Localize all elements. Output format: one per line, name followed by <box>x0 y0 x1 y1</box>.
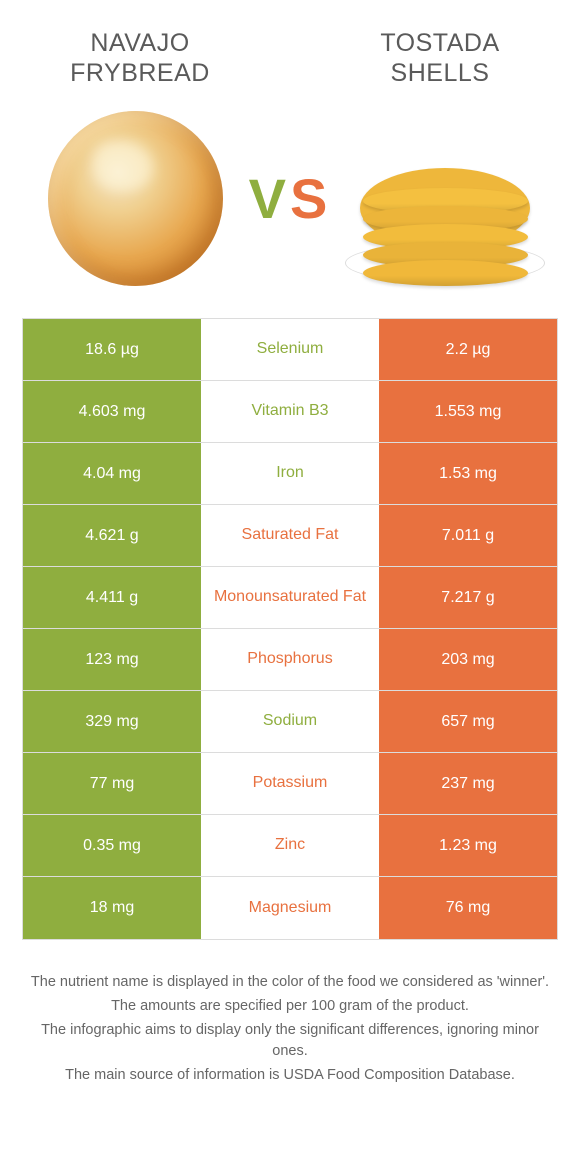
right-food-image <box>355 108 535 288</box>
nutrient-name: Vitamin B3 <box>201 381 379 442</box>
left-value: 77 mg <box>23 753 201 814</box>
right-value: 2.2 µg <box>379 319 557 380</box>
right-value: 1.23 mg <box>379 815 557 876</box>
left-value: 4.621 g <box>23 505 201 566</box>
vs-v: V <box>249 167 290 230</box>
footer-notes: The nutrient name is displayed in the co… <box>0 940 580 1087</box>
table-row: 4.411 gMonounsaturated Fat7.217 g <box>23 567 557 629</box>
tostada-icon <box>358 118 533 278</box>
nutrient-name: Sodium <box>201 691 379 752</box>
right-food-title: Tostada Shells <box>340 28 540 88</box>
nutrient-name: Phosphorus <box>201 629 379 690</box>
right-value: 7.217 g <box>379 567 557 628</box>
left-value: 123 mg <box>23 629 201 690</box>
vs-label: VS <box>249 166 332 231</box>
footer-line: The amounts are specified per 100 gram o… <box>28 996 552 1018</box>
right-value: 237 mg <box>379 753 557 814</box>
footer-line: The main source of information is USDA F… <box>28 1065 552 1087</box>
right-value: 1.553 mg <box>379 381 557 442</box>
table-row: 123 mgPhosphorus203 mg <box>23 629 557 691</box>
nutrient-name: Iron <box>201 443 379 504</box>
left-value: 4.04 mg <box>23 443 201 504</box>
nutrient-name: Zinc <box>201 815 379 876</box>
nutrient-name: Potassium <box>201 753 379 814</box>
footer-line: The nutrient name is displayed in the co… <box>28 972 552 994</box>
nutrient-name: Selenium <box>201 319 379 380</box>
left-value: 4.411 g <box>23 567 201 628</box>
table-row: 329 mgSodium657 mg <box>23 691 557 753</box>
right-value: 203 mg <box>379 629 557 690</box>
left-value: 18 mg <box>23 877 201 939</box>
vs-s: S <box>290 167 331 230</box>
table-row: 4.603 mgVitamin B31.553 mg <box>23 381 557 443</box>
nutrient-name: Saturated Fat <box>201 505 379 566</box>
nutrient-name: Monounsaturated Fat <box>201 567 379 628</box>
right-value: 7.011 g <box>379 505 557 566</box>
left-value: 0.35 mg <box>23 815 201 876</box>
left-food-image <box>45 108 225 288</box>
footer-line: The infographic aims to display only the… <box>28 1020 552 1064</box>
images-row: VS <box>0 98 580 318</box>
table-row: 18 mgMagnesium76 mg <box>23 877 557 939</box>
frybread-icon <box>48 111 223 286</box>
table-row: 4.04 mgIron1.53 mg <box>23 443 557 505</box>
table-row: 4.621 gSaturated Fat7.011 g <box>23 505 557 567</box>
nutrient-table: 18.6 µgSelenium2.2 µg4.603 mgVitamin B31… <box>22 318 558 940</box>
left-value: 329 mg <box>23 691 201 752</box>
nutrient-name: Magnesium <box>201 877 379 939</box>
table-row: 18.6 µgSelenium2.2 µg <box>23 319 557 381</box>
tostada-shell-icon <box>363 260 528 286</box>
table-row: 77 mgPotassium237 mg <box>23 753 557 815</box>
right-value: 1.53 mg <box>379 443 557 504</box>
table-row: 0.35 mgZinc1.23 mg <box>23 815 557 877</box>
left-value: 18.6 µg <box>23 319 201 380</box>
left-food-title: Navajo Frybread <box>40 28 240 88</box>
header: Navajo Frybread Tostada Shells <box>0 0 580 98</box>
right-value: 657 mg <box>379 691 557 752</box>
right-value: 76 mg <box>379 877 557 939</box>
left-value: 4.603 mg <box>23 381 201 442</box>
